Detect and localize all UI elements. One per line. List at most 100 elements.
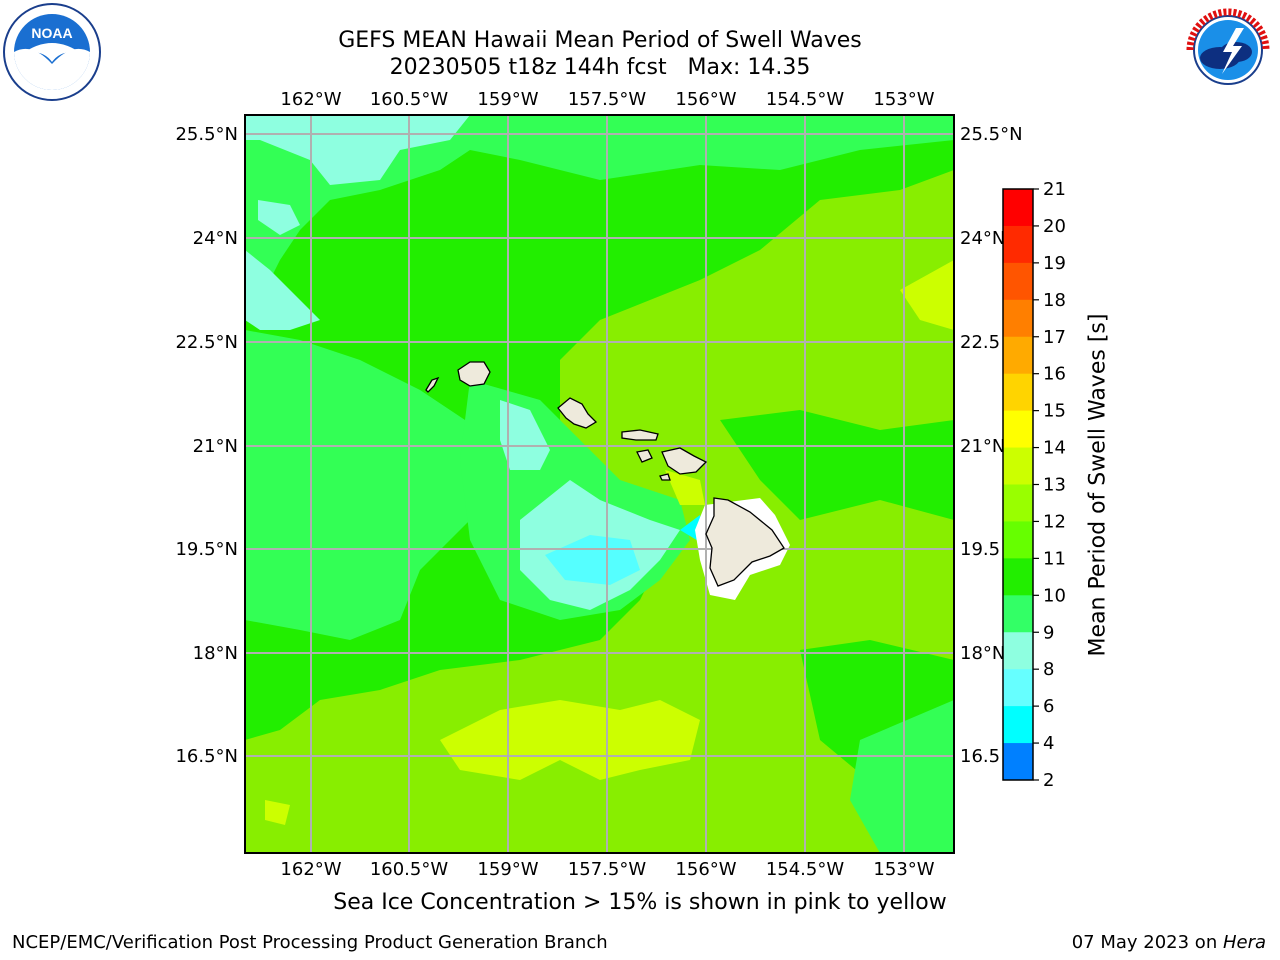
lat-tick-label-left: 21°N — [193, 436, 238, 457]
colorbar-tick-label: 4 — [1043, 733, 1054, 754]
colorbar-tick-label: 17 — [1043, 327, 1066, 348]
colorbar-tick-label: 21 — [1043, 179, 1066, 200]
colorbar-bin — [1003, 262, 1033, 301]
lon-tick-label: 156°W — [675, 859, 736, 880]
island-molokai — [621, 429, 659, 441]
colorbar-bin — [1003, 225, 1033, 264]
lat-tick-label-left: 22.5°N — [175, 332, 238, 353]
lon-tick-label: 154.5°W — [766, 89, 845, 110]
lon-tick-label: 156°W — [675, 89, 736, 110]
lat-tick-label-left: 24°N — [193, 228, 238, 249]
field-9-10-oahu — [500, 400, 550, 470]
colorbar-tick-label: 15 — [1043, 401, 1066, 422]
lat-tick-label-left: 16.5°N — [175, 746, 238, 767]
lat-tick-label-left: 25.5°N — [175, 124, 238, 145]
graticule — [245, 115, 954, 853]
field-11-12-east — [720, 410, 954, 520]
island-hawaii — [705, 497, 785, 587]
lon-tick-label: 153°W — [873, 89, 934, 110]
colorbar-tick-label: 20 — [1043, 216, 1066, 237]
field-9-10-north — [245, 115, 470, 185]
lon-tick-label: 162°W — [280, 859, 341, 880]
lat-tick-label-right: 24°N — [960, 228, 1005, 249]
island-oahu — [557, 397, 598, 429]
field-9-10-patch — [258, 200, 300, 235]
island-kauai — [457, 361, 491, 387]
colorbar — [1003, 189, 1033, 781]
footer-credit: NCEP/EMC/Verification Post Processing Pr… — [12, 932, 608, 953]
field-11-12 — [245, 115, 954, 740]
lat-tick-label-right: 22.5 — [960, 332, 1000, 353]
map-ticks: 162°W 162°W 160.5°W 160.5°W 159°W 159°W 157.5°… — [175, 89, 1022, 880]
colorbar-bin — [1003, 669, 1033, 707]
noaa-logo-text: NOAA — [31, 25, 72, 41]
field-9-10-west — [245, 250, 320, 330]
island-maui — [661, 447, 708, 475]
colorbar-bin — [1003, 706, 1033, 744]
colorbar-bin — [1003, 521, 1033, 559]
lat-tick-label-right: 21°N — [960, 436, 1005, 457]
colorbar-bin — [1003, 632, 1033, 670]
lon-tick-label: 153°W — [873, 859, 934, 880]
colorbar-bin — [1003, 373, 1033, 412]
lon-tick-label: 157.5°W — [568, 859, 647, 880]
colorbar-tick-label: 19 — [1043, 253, 1066, 274]
field-10-11-north — [245, 115, 954, 320]
lat-tick-label-right: 16.5 — [960, 746, 1000, 767]
lon-tick-label: 154.5°W — [766, 859, 845, 880]
chart-title: GEFS MEAN Hawaii Mean Period of Swell Wa… — [338, 28, 862, 53]
colorbar-bin — [1003, 743, 1033, 781]
colorbar-tick-label: 16 — [1043, 364, 1066, 385]
field-13-14-sw — [265, 800, 290, 825]
noaa-logo: NOAA — [3, 3, 101, 101]
lon-tick-label: 157.5°W — [568, 89, 647, 110]
island-niihau — [425, 376, 440, 393]
lon-tick-label: 159°W — [477, 89, 538, 110]
sea-ice-note: Sea Ice Concentration > 15% is shown in … — [333, 890, 947, 915]
lat-tick-label-right: 18°N — [960, 643, 1005, 664]
colorbar-tick-label: 10 — [1043, 585, 1066, 606]
field-10-11-se — [850, 700, 954, 853]
colorbar-tick-label: 18 — [1043, 290, 1066, 311]
map-frame — [244, 114, 955, 854]
hawaiian-islands — [425, 361, 785, 587]
colorbar-tick-label: 13 — [1043, 475, 1066, 496]
colorbar-bin — [1003, 447, 1033, 485]
colorbar-bin — [1003, 484, 1033, 522]
lat-tick-label-left: 19.5°N — [175, 539, 238, 560]
lon-tick-label: 160.5°W — [370, 859, 449, 880]
colorbar-ticks: 21 20 19 18 17 16 15 14 13 12 11 10 9 8 6 4 2 — [1033, 179, 1066, 791]
field-10-11-west — [245, 330, 500, 640]
swell-period-field — [245, 115, 954, 853]
colorbar-tick-label: 6 — [1043, 696, 1054, 717]
lon-tick-label: 159°W — [477, 859, 538, 880]
colorbar-tick-label: 12 — [1043, 511, 1066, 532]
colorbar-bin — [1003, 189, 1033, 227]
colorbar-tick-label: 2 — [1043, 770, 1054, 791]
colorbar-bin — [1003, 336, 1033, 375]
colorbar-bin — [1003, 558, 1033, 596]
chart-subtitle: 20230505 t18z 144h fcst Max: 14.35 — [389, 55, 811, 80]
lat-tick-label-left: 18°N — [193, 643, 238, 664]
footer-host: Hera — [1222, 932, 1266, 953]
lon-tick-label: 162°W — [280, 89, 341, 110]
colorbar-tick-label: 14 — [1043, 438, 1066, 459]
lat-tick-label-right: 19.5 — [960, 539, 1000, 560]
island-kahoolawe — [659, 473, 671, 481]
nws-logo — [1180, 2, 1276, 98]
field-13-14-ne — [900, 260, 954, 330]
footer-date: 07 May 2023 on Hera — [1072, 932, 1266, 953]
colorbar-bin — [1003, 299, 1033, 338]
field-8-9 — [545, 535, 640, 585]
lat-tick-label-right: 25.5°N — [960, 124, 1023, 145]
island-lanai — [636, 449, 653, 463]
lon-tick-label: 160.5°W — [370, 89, 449, 110]
colorbar-tick-label: 11 — [1043, 548, 1066, 569]
colorbar-bin — [1003, 595, 1033, 633]
colorbar-tick-label: 9 — [1043, 622, 1054, 643]
field-13-14-south — [440, 700, 700, 780]
footer-date-text: 07 May 2023 on — [1071, 932, 1223, 953]
field-13-14-lee — [665, 470, 705, 505]
colorbar-bin — [1003, 410, 1033, 449]
